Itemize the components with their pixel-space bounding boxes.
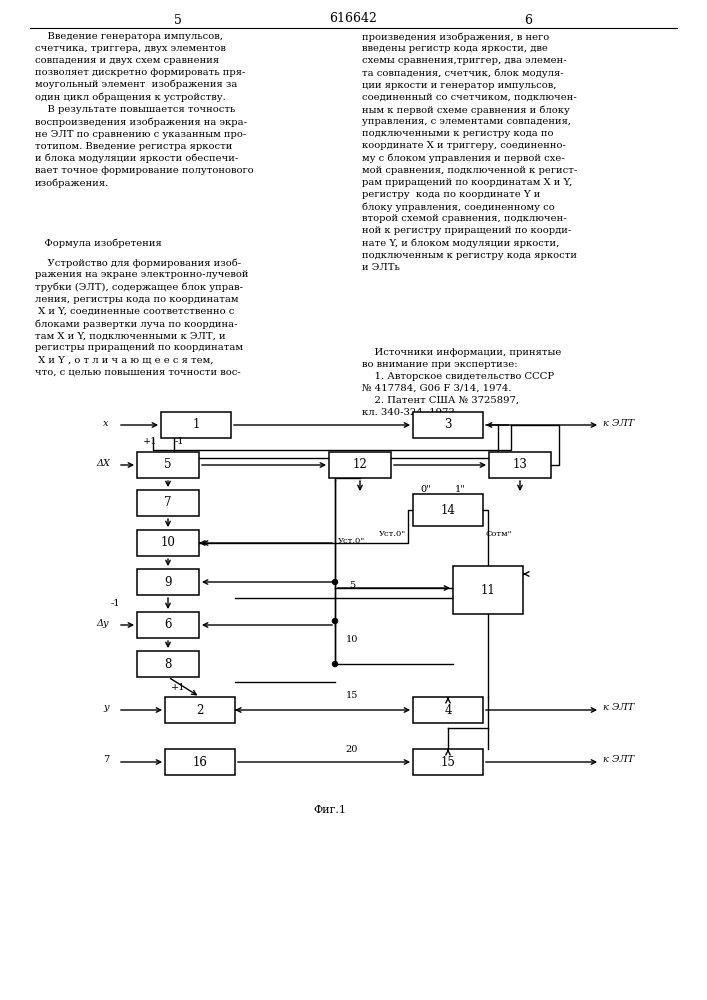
Text: 10: 10 (160, 536, 175, 550)
FancyBboxPatch shape (165, 749, 235, 775)
Text: 7: 7 (103, 756, 109, 764)
Text: 1": 1" (455, 485, 465, 493)
Text: 5: 5 (164, 458, 172, 472)
Text: -1: -1 (110, 599, 119, 608)
FancyBboxPatch shape (137, 452, 199, 478)
FancyBboxPatch shape (137, 490, 199, 516)
Text: к ЭЛТ: к ЭЛТ (603, 704, 634, 712)
FancyBboxPatch shape (413, 749, 483, 775)
Text: 6: 6 (164, 618, 172, 632)
Text: 7: 7 (164, 496, 172, 510)
FancyBboxPatch shape (413, 697, 483, 723)
Text: x: x (103, 418, 109, 428)
Text: ΔX: ΔX (96, 458, 110, 468)
Text: 3: 3 (444, 418, 452, 432)
Text: 16: 16 (192, 756, 207, 768)
Text: 1: 1 (192, 418, 199, 432)
Text: 4: 4 (444, 704, 452, 716)
Text: 15: 15 (346, 690, 358, 700)
FancyBboxPatch shape (137, 651, 199, 677)
FancyBboxPatch shape (489, 452, 551, 478)
Text: к ЭЛТ: к ЭЛТ (603, 756, 634, 764)
Text: 0": 0" (421, 485, 431, 493)
FancyBboxPatch shape (413, 494, 483, 526)
Text: Сотм": Сотм" (486, 530, 513, 538)
Text: к ЭЛТ: к ЭЛТ (603, 418, 634, 428)
Text: Уст.0": Уст.0" (338, 537, 366, 545)
Text: 12: 12 (353, 458, 368, 472)
Text: Устройство для формирования изоб-
ражения на экране электронно-лучевой
трубки (Э: Устройство для формирования изоб- ражени… (35, 258, 248, 376)
Circle shape (332, 662, 337, 666)
Text: 15: 15 (440, 756, 455, 768)
Text: 5: 5 (349, 580, 355, 589)
FancyBboxPatch shape (137, 612, 199, 638)
Text: произведения изображения, в него
введены регистр кода яркости, две
схемы сравнен: произведения изображения, в него введены… (362, 32, 577, 272)
Text: 10: 10 (346, 636, 358, 645)
Text: 8: 8 (164, 658, 172, 670)
Text: 20: 20 (346, 746, 358, 754)
Text: -1: -1 (174, 438, 184, 446)
Text: +1: +1 (143, 438, 157, 446)
Text: 5: 5 (174, 13, 182, 26)
Text: Δy: Δy (97, 618, 110, 628)
FancyBboxPatch shape (137, 530, 199, 556)
FancyBboxPatch shape (413, 412, 483, 438)
FancyBboxPatch shape (453, 566, 523, 614)
Circle shape (332, 580, 337, 584)
Text: 616642: 616642 (329, 11, 377, 24)
Text: y: y (103, 704, 109, 712)
Text: 14: 14 (440, 504, 455, 516)
Text: Фиг.1: Фиг.1 (313, 805, 346, 815)
FancyBboxPatch shape (161, 412, 231, 438)
Text: 13: 13 (513, 458, 527, 472)
Text: Источники информации, принятые
во внимание при экспертизе:
    1. Авторское свид: Источники информации, принятые во вниман… (362, 348, 561, 417)
Text: Формула изобретения: Формула изобретения (35, 238, 162, 247)
FancyBboxPatch shape (165, 697, 235, 723)
Text: 11: 11 (481, 584, 496, 596)
FancyBboxPatch shape (137, 569, 199, 595)
Text: 9: 9 (164, 576, 172, 588)
Text: +1: +1 (171, 682, 185, 692)
Text: Введение генератора импульсов,
счетчика, триггера, двух элементов
совпадения и д: Введение генератора импульсов, счетчика,… (35, 32, 254, 188)
Circle shape (332, 618, 337, 624)
Text: Уст.0": Уст.0" (379, 530, 406, 538)
FancyBboxPatch shape (329, 452, 391, 478)
Text: 2: 2 (197, 704, 204, 716)
Text: 6: 6 (524, 13, 532, 26)
